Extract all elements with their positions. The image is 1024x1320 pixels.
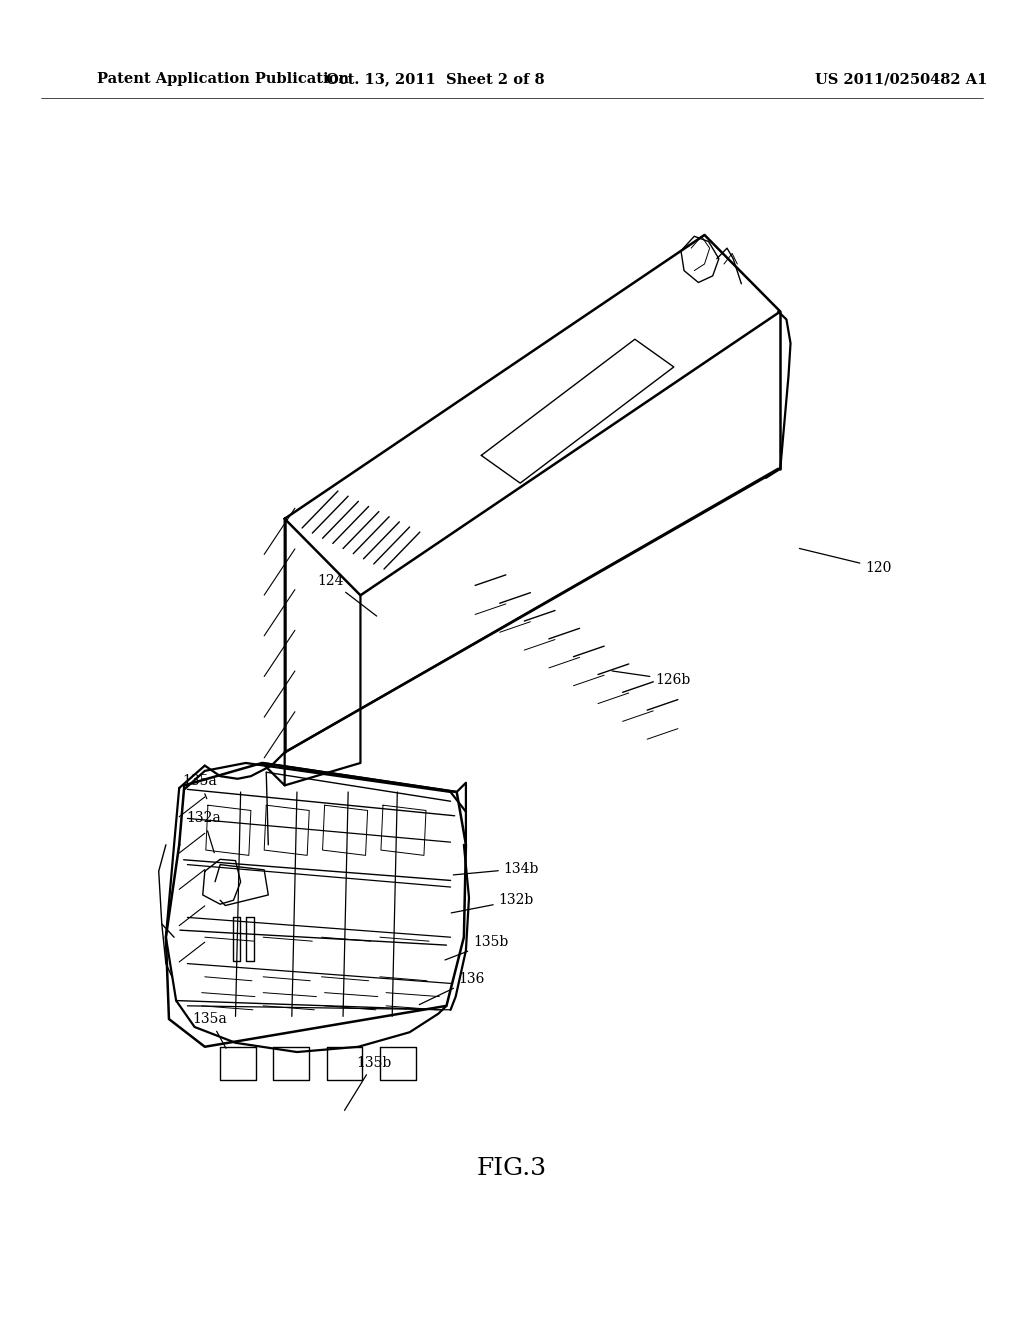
Text: Patent Application Publication: Patent Application Publication bbox=[97, 73, 349, 86]
Text: 135a: 135a bbox=[182, 775, 217, 799]
Text: 135b: 135b bbox=[445, 936, 508, 960]
Text: 134b: 134b bbox=[454, 862, 540, 875]
Text: 132a: 132a bbox=[186, 812, 221, 853]
Text: US 2011/0250482 A1: US 2011/0250482 A1 bbox=[815, 73, 987, 86]
Text: 135b: 135b bbox=[344, 1056, 391, 1110]
Text: 120: 120 bbox=[800, 548, 892, 574]
Text: 136: 136 bbox=[419, 973, 485, 1005]
Text: 135a: 135a bbox=[193, 1012, 227, 1048]
Text: 126b: 126b bbox=[612, 671, 690, 686]
Text: 124: 124 bbox=[317, 574, 377, 616]
Text: 132b: 132b bbox=[452, 894, 534, 913]
Text: Oct. 13, 2011  Sheet 2 of 8: Oct. 13, 2011 Sheet 2 of 8 bbox=[326, 73, 545, 86]
Text: FIG.3: FIG.3 bbox=[477, 1156, 547, 1180]
